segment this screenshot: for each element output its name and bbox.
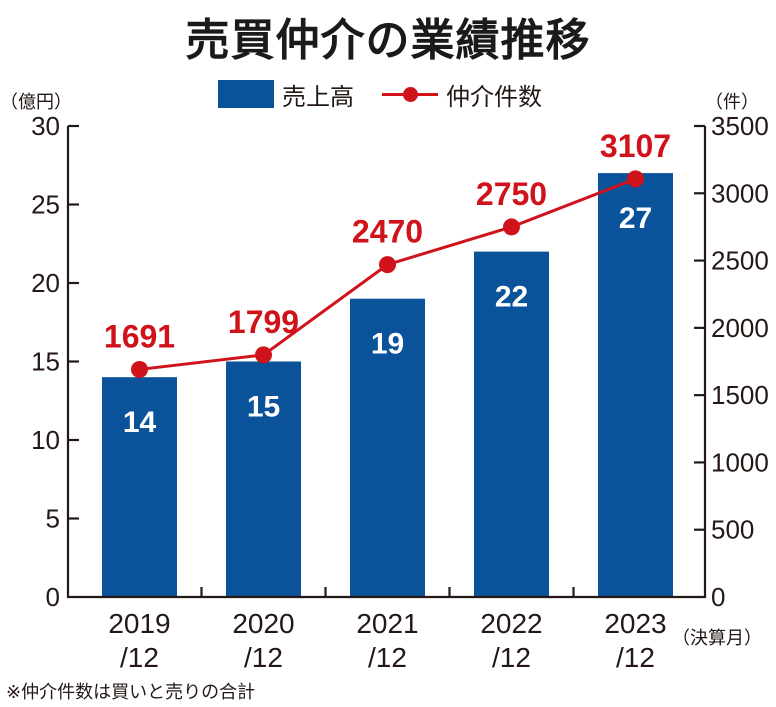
line-point-marker <box>627 170 644 188</box>
line-value-label: 1799 <box>228 304 299 340</box>
line-point-marker <box>503 218 520 236</box>
bar-value-label: 14 <box>123 406 157 439</box>
bar <box>474 251 549 597</box>
bar <box>226 361 301 597</box>
right-tick-label: 2000 <box>711 313 769 343</box>
left-tick-label: 30 <box>31 111 60 141</box>
line-point-marker <box>131 360 148 378</box>
left-tick-label: 5 <box>46 504 60 534</box>
line-point-marker <box>379 256 396 274</box>
footnote: ※仲介件数は買いと売りの合計 <box>6 682 256 703</box>
x-axis-unit: （決算月） <box>672 628 762 649</box>
legend-bar-label: 売上高 <box>282 82 354 111</box>
legend-line-marker-icon <box>382 80 438 108</box>
x-category-label: 2020 <box>232 608 294 639</box>
bar <box>350 298 425 597</box>
line-value-label: 2470 <box>352 214 423 250</box>
chart-title: 売買仲介の業績推移 <box>185 15 591 66</box>
right-tick-label: 3500 <box>711 111 769 141</box>
x-category-label: /12 <box>368 642 407 673</box>
right-tick-label: 0 <box>711 582 725 612</box>
left-tick-label: 10 <box>31 425 60 455</box>
x-category-label: /12 <box>492 642 531 673</box>
line-series <box>131 170 644 378</box>
x-category-label: 2022 <box>480 608 542 639</box>
left-axis-unit: （億円） <box>0 92 72 113</box>
line-value-label: 1691 <box>104 318 175 354</box>
data-labels: 14 15 19 22 27 1691 1799 2470 2750 3107 <box>104 128 671 439</box>
axes: 0 5 10 15 20 25 30 0 500 1000 1500 2000 2500 3000 3500… <box>31 111 769 673</box>
x-category-label: /12 <box>616 642 655 673</box>
legend-bar-swatch <box>218 80 274 108</box>
bar <box>598 173 673 597</box>
x-category-label: /12 <box>120 642 159 673</box>
line-value-label: 3107 <box>600 128 671 164</box>
left-tick-label: 0 <box>46 582 60 612</box>
bar-series <box>102 173 673 597</box>
bar <box>102 377 177 597</box>
x-category-label: 2023 <box>604 608 666 639</box>
right-tick-label: 3000 <box>711 178 769 208</box>
bar-value-label: 15 <box>247 391 280 424</box>
line-point-marker <box>255 346 272 364</box>
x-category-label: 2019 <box>108 608 170 639</box>
right-tick-label: 500 <box>711 515 754 545</box>
left-tick-label: 25 <box>31 190 60 220</box>
right-tick-label: 1000 <box>711 447 769 477</box>
x-category-label: 2021 <box>356 608 418 639</box>
x-category-label: /12 <box>244 642 283 673</box>
right-axis-unit: （件） <box>705 92 759 113</box>
left-tick-label: 15 <box>31 347 60 377</box>
legend: 売上高 仲介件数 <box>218 78 542 111</box>
left-tick-label: 20 <box>31 268 60 298</box>
bar-value-label: 22 <box>495 281 528 314</box>
legend-line-label: 仲介件数 <box>446 82 542 111</box>
bar-value-label: 27 <box>619 202 652 235</box>
line-value-label: 2750 <box>476 176 547 212</box>
right-tick-label: 2500 <box>711 246 769 276</box>
bar-value-label: 19 <box>371 328 404 361</box>
right-tick-label: 1500 <box>711 380 769 410</box>
